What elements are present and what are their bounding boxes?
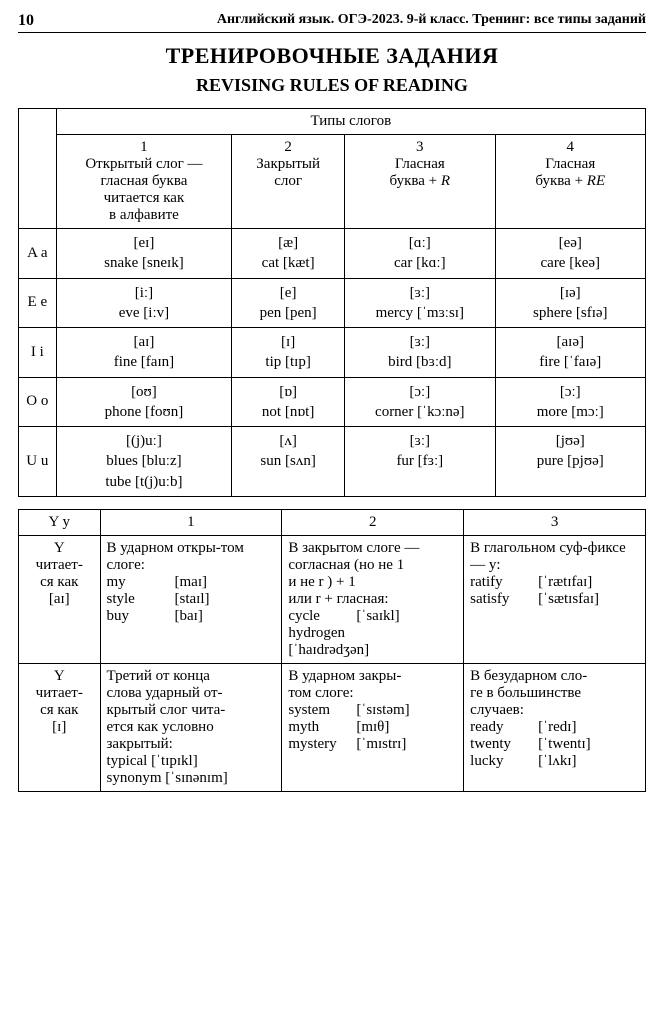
y-head-1: 1 [100,509,282,535]
y-letter-table: Y y 1 2 3 Y читает- ся как [aɪ] В ударно… [18,509,646,792]
cell: В глагольном суф-фиксе — y: ratify[ˈrætɪ… [464,535,646,663]
cell: [ɜː]fur [fɜː] [345,427,495,497]
table-row: E e [iː]eve [iːv] [e]pen [pen] [ɜː]mercy… [19,278,646,328]
table-row: Y читает- ся как [ɪ] Третий от конца сло… [19,663,646,791]
cell: В безударном сло- ге в большинстве случа… [464,663,646,791]
page-header: 10 Английский язык. ОГЭ-2023. 9-й класс.… [18,12,646,33]
cell: [ɔː]corner [ˈkɔːnə] [345,377,495,427]
cell: [eə]care [keə] [495,229,645,279]
y-head-2: 2 [282,509,464,535]
row-label: A a [19,229,57,279]
col-head-4: 4 Гласная буква + RE [495,135,645,229]
row-label: I i [19,328,57,378]
col-head-3: 3 Гласная буква + R [345,135,495,229]
group-header: Типы слогов [56,109,645,135]
cell: [jʊə]pure [pjʊə] [495,427,645,497]
page-subtitle: REVISING RULES OF READING [18,75,646,96]
cell: В ударном откры-том слоге: my[maɪ] style… [100,535,282,663]
cell: [ɪə]sphere [sfɪə] [495,278,645,328]
y-head-0: Y y [19,509,101,535]
cell: [ɒ]not [nɒt] [232,377,345,427]
cell: [ɔː]more [mɔː] [495,377,645,427]
page-number: 10 [18,12,34,30]
table-row: A a [eɪ]snake [sneɪk] [æ]cat [kæt] [ɑː]c… [19,229,646,279]
row-label: O o [19,377,57,427]
cell: В закрытом слоге — согласная (но не 1 и … [282,535,464,663]
cell: [eɪ]snake [sneɪk] [56,229,232,279]
cell: [aɪə]fire [ˈfaɪə] [495,328,645,378]
column-headers-row: 1 Открытый слог — гласная буква читается… [19,135,646,229]
blank-corner-cell [19,109,57,229]
cell: [oʊ]phone [foʊn] [56,377,232,427]
cell: [aɪ]fine [faɪn] [56,328,232,378]
cell: [ɜː]bird [bɜːd] [345,328,495,378]
cell: [e]pen [pen] [232,278,345,328]
cell: В ударном закры- том слоге: system[ˈsɪst… [282,663,464,791]
cell: [ɑː]car [kɑː] [345,229,495,279]
row-left: Y читает- ся как [ɪ] [19,663,101,791]
row-left: Y читает- ся как [aɪ] [19,535,101,663]
cell: [ʌ]sun [sʌn] [232,427,345,497]
col-head-1: 1 Открытый слог — гласная буква читается… [56,135,232,229]
table-row: I i [aɪ]fine [faɪn] [ɪ]tip [tɪp] [ɜː]bir… [19,328,646,378]
y-header-row: Y y 1 2 3 [19,509,646,535]
cell: [iː]eve [iːv] [56,278,232,328]
cell: [ɪ]tip [tɪp] [232,328,345,378]
table-row: Y читает- ся как [aɪ] В ударном откры-то… [19,535,646,663]
y-head-3: 3 [464,509,646,535]
syllable-types-table: Типы слогов 1 Открытый слог — гласная бу… [18,108,646,497]
table-row: O o [oʊ]phone [foʊn] [ɒ]not [nɒt] [ɔː]co… [19,377,646,427]
book-title: Английский язык. ОГЭ-2023. 9-й класс. Тр… [217,12,646,30]
col-head-2: 2 Закрытый слог [232,135,345,229]
cell: [æ]cat [kæt] [232,229,345,279]
table-row: U u [(j)uː]blues [bluːz]tube [t(j)uːb] [… [19,427,646,497]
cell: [ɜː]mercy [ˈmɜːsɪ] [345,278,495,328]
cell: Третий от конца слова ударный от- крытый… [100,663,282,791]
page-title: ТРЕНИРОВОЧНЫЕ ЗАДАНИЯ [18,43,646,69]
cell: [(j)uː]blues [bluːz]tube [t(j)uːb] [56,427,232,497]
row-label: U u [19,427,57,497]
row-label: E e [19,278,57,328]
